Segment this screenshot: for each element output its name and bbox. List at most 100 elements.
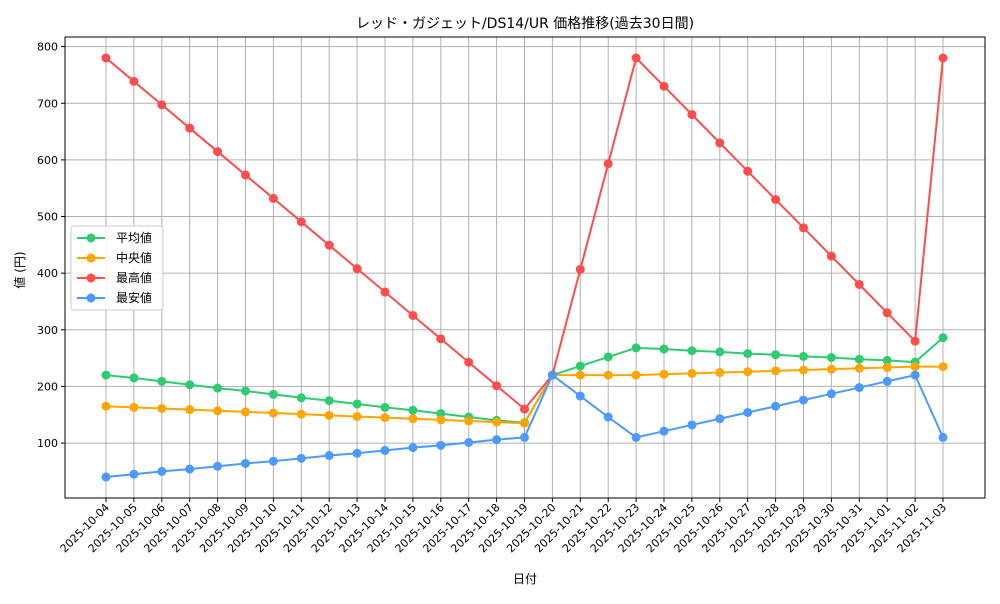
- data-point: [268, 193, 278, 203]
- data-point: [687, 346, 697, 356]
- legend-marker: [86, 253, 96, 263]
- y-tick-label: 600: [37, 154, 58, 167]
- data-point: [771, 350, 781, 360]
- data-point: [324, 240, 334, 250]
- data-point: [380, 287, 390, 297]
- data-point: [854, 363, 864, 373]
- data-point: [101, 401, 111, 411]
- data-point: [575, 361, 585, 371]
- data-point: [715, 368, 725, 378]
- data-point: [826, 251, 836, 261]
- data-point: [631, 53, 641, 63]
- data-point: [715, 138, 725, 148]
- data-point: [185, 380, 195, 390]
- data-point: [324, 410, 334, 420]
- data-point: [101, 53, 111, 63]
- data-point: [938, 333, 948, 343]
- data-point: [771, 401, 781, 411]
- data-point: [631, 432, 641, 442]
- y-tick-label: 700: [37, 97, 58, 110]
- y-tick-label: 100: [37, 437, 58, 450]
- data-point: [101, 472, 111, 482]
- data-point: [185, 405, 195, 415]
- x-axis: 2025-10-042025-10-052025-10-062025-10-07…: [58, 498, 949, 555]
- legend-marker: [86, 233, 96, 243]
- data-point: [408, 443, 418, 453]
- data-point: [464, 437, 474, 447]
- series-group: [101, 53, 948, 482]
- legend-label: 平均値: [116, 230, 152, 245]
- data-point: [771, 195, 781, 205]
- data-point: [659, 426, 669, 436]
- data-point: [715, 414, 725, 424]
- data-point: [157, 100, 167, 110]
- data-point: [296, 217, 306, 227]
- data-point: [799, 351, 808, 361]
- data-point: [296, 409, 306, 419]
- series-3: [101, 370, 948, 482]
- data-point: [324, 451, 334, 461]
- data-point: [799, 395, 808, 405]
- data-point: [882, 376, 892, 386]
- data-point: [938, 362, 948, 372]
- data-point: [213, 461, 223, 471]
- data-point: [687, 420, 697, 430]
- data-point: [408, 414, 418, 424]
- data-point: [520, 432, 529, 442]
- chart-title: レッド・ガジェット/DS14/UR 価格推移(過去30日間): [356, 16, 694, 32]
- data-point: [352, 448, 362, 458]
- data-point: [157, 376, 167, 386]
- data-point: [324, 396, 334, 406]
- data-point: [352, 399, 362, 409]
- data-point: [547, 370, 557, 380]
- y-tick-label: 400: [37, 267, 58, 280]
- data-point: [380, 402, 390, 412]
- data-point: [157, 466, 167, 476]
- data-point: [575, 391, 585, 401]
- data-point: [268, 389, 278, 399]
- data-point: [659, 369, 669, 379]
- data-point: [687, 110, 697, 120]
- y-tick-label: 200: [37, 380, 58, 393]
- data-point: [436, 415, 446, 425]
- data-point: [296, 453, 306, 463]
- data-point: [575, 370, 585, 380]
- data-point: [938, 432, 948, 442]
- data-point: [603, 370, 613, 380]
- data-point: [213, 147, 223, 157]
- data-point: [826, 353, 836, 363]
- data-point: [882, 308, 892, 318]
- data-point: [464, 357, 474, 367]
- data-point: [631, 370, 641, 380]
- data-point: [129, 469, 139, 479]
- legend-marker: [86, 293, 96, 303]
- data-point: [659, 344, 669, 354]
- data-point: [520, 418, 529, 428]
- data-point: [826, 389, 836, 399]
- data-point: [492, 435, 502, 445]
- data-point: [687, 368, 697, 378]
- data-point: [352, 264, 362, 274]
- data-point: [520, 404, 529, 414]
- data-point: [882, 362, 892, 372]
- data-point: [436, 334, 446, 344]
- data-point: [352, 411, 362, 421]
- data-point: [408, 310, 418, 320]
- data-point: [882, 355, 892, 365]
- data-point: [603, 352, 613, 362]
- data-point: [743, 407, 753, 417]
- data-point: [799, 223, 808, 233]
- data-point: [436, 409, 446, 419]
- data-point: [826, 364, 836, 374]
- legend-label: 最安値: [116, 290, 152, 305]
- legend-label: 中央値: [116, 250, 152, 265]
- data-point: [743, 166, 753, 176]
- data-point: [743, 367, 753, 377]
- data-point: [380, 413, 390, 423]
- y-tick-label: 500: [37, 211, 58, 224]
- data-point: [296, 393, 306, 403]
- data-point: [157, 404, 167, 414]
- data-point: [213, 383, 223, 393]
